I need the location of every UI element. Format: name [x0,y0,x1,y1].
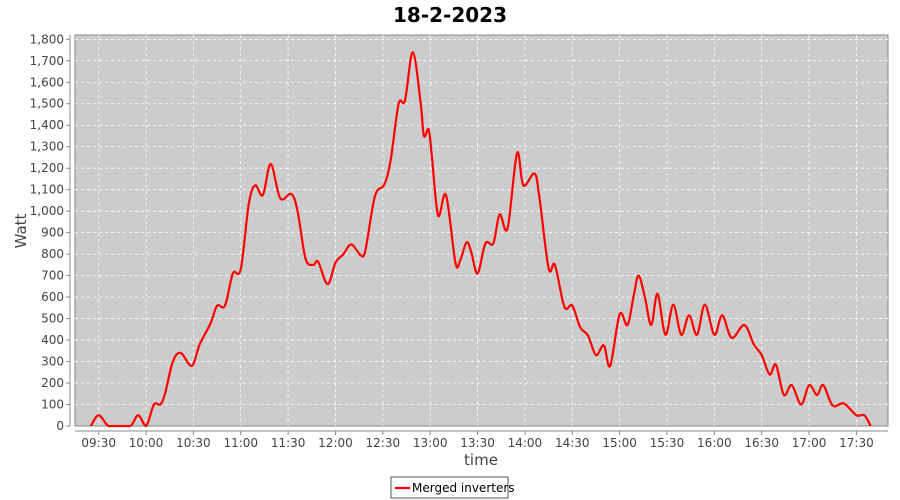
x-tick-label: 12:00 [318,436,353,450]
x-axis: 09:30 10:00 10:30 11:00 11:30 12:00 12:30 13:00… [81,431,874,450]
y-tick-label: 600 [41,290,64,304]
x-tick-label: 16:30 [744,436,779,450]
x-tick-label: 12:30 [366,436,401,450]
x-tick-label: 14:00 [508,436,543,450]
y-tick-label: 1,200 [30,161,64,175]
x-tick-label: 10:30 [176,436,211,450]
y-tick-label: 1,100 [30,183,64,197]
y-tick-label: 400 [41,333,64,347]
y-tick-label: 500 [41,312,64,326]
x-tick-label: 13:30 [460,436,495,450]
x-tick-label: 13:00 [413,436,448,450]
x-tick-label: 11:30 [271,436,306,450]
legend-box [390,476,509,499]
chart-title: 18-2-2023 [393,3,507,27]
x-tick-label: 17:30 [839,436,874,450]
y-axis-label: Watt [12,213,30,248]
y-axis: 0 100 200 300 400 500 600 700 800 900 1,000 1,100 1,… [30,32,70,433]
y-tick-label: 200 [41,376,64,390]
legend: Merged inverters [390,476,515,499]
y-tick-label: 1,600 [30,75,64,89]
x-tick-label: 14:30 [555,436,590,450]
x-tick-label: 10:00 [129,436,164,450]
series-line-merged-inverters [89,51,872,428]
legend-label: Merged inverters [412,481,515,495]
y-tick-label: 0 [56,419,64,433]
y-tick-label: 900 [41,226,64,240]
y-tick-label: 1,300 [30,140,64,154]
x-axis-label: time [464,451,498,469]
y-tick-label: 1,400 [30,118,64,132]
x-tick-label: 15:30 [650,436,685,450]
y-tick-label: 1,500 [30,97,64,111]
y-tick-label: 1,800 [30,32,64,46]
x-tick-label: 15:00 [602,436,637,450]
grid-lines [75,35,888,426]
y-tick-label: 1,700 [30,54,64,68]
x-tick-label: 11:00 [223,436,258,450]
x-tick-label: 16:00 [697,436,732,450]
y-tick-label: 1,000 [30,204,64,218]
x-tick-label: 17:00 [792,436,827,450]
y-tick-label: 800 [41,247,64,261]
y-tick-label: 700 [41,269,64,283]
y-tick-label: 100 [41,398,64,412]
plot-area [74,34,889,427]
y-tick-label: 300 [41,355,64,369]
x-tick-label: 09:30 [81,436,116,450]
